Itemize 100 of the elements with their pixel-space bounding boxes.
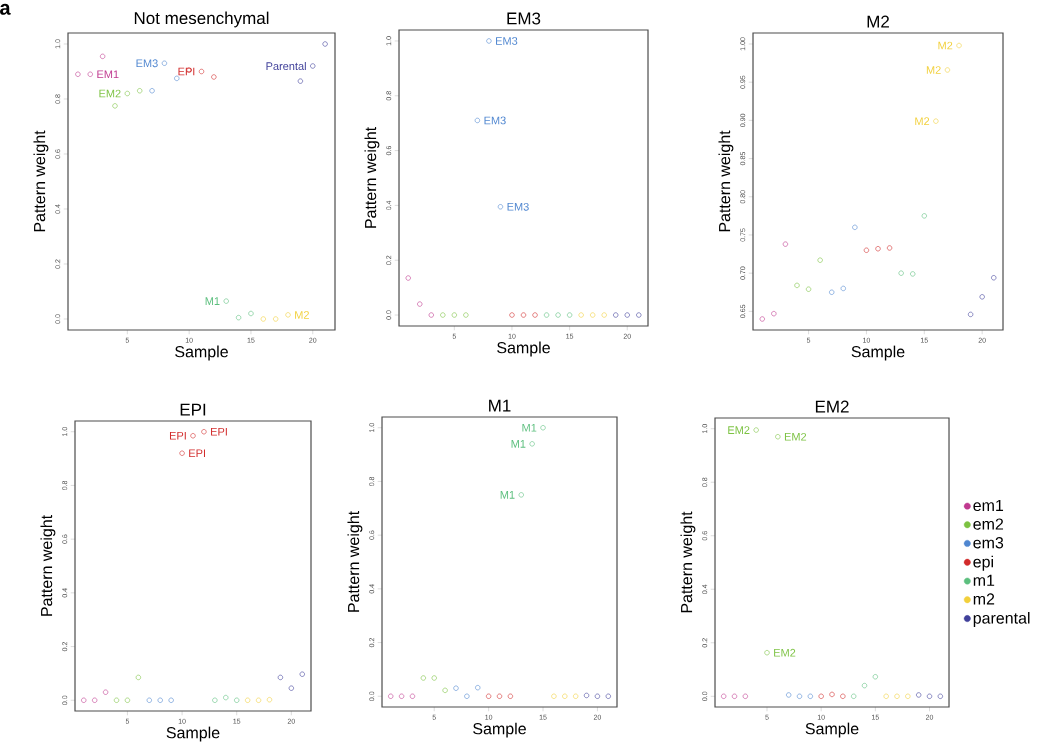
annotation: EPI [189, 449, 205, 457]
point [440, 312, 446, 318]
point [540, 425, 546, 431]
point [497, 204, 504, 210]
annotation: M2 [295, 311, 309, 319]
annotation: EM2 [728, 426, 750, 434]
point [520, 312, 527, 318]
point [288, 685, 294, 691]
point [235, 315, 242, 321]
point [124, 90, 130, 97]
annotation: Parental [266, 61, 306, 71]
point [926, 693, 933, 699]
annotation: EM3 [136, 59, 158, 68]
point [428, 312, 434, 318]
point [442, 687, 448, 693]
x-axis-title: Sample [805, 722, 859, 738]
point [297, 78, 303, 84]
point [92, 697, 98, 703]
point [594, 693, 601, 699]
annotation: EM3 [507, 202, 529, 211]
point [829, 691, 835, 698]
text: a [0, 3, 11, 15]
point [137, 88, 143, 94]
point [310, 63, 316, 69]
point [583, 692, 590, 699]
point [567, 312, 573, 318]
point [894, 693, 900, 699]
point [532, 312, 538, 318]
point [81, 697, 87, 703]
point [475, 685, 481, 691]
point [624, 312, 630, 318]
annotation: EM2 [784, 432, 807, 441]
point [840, 693, 846, 699]
point [464, 693, 470, 699]
point [198, 68, 205, 75]
point [573, 693, 579, 699]
point [157, 697, 163, 703]
point [518, 492, 524, 498]
point [474, 117, 480, 124]
legend-label: epi [973, 555, 993, 571]
legend-label: em2 [973, 518, 1004, 530]
point [944, 67, 951, 73]
point [273, 316, 279, 322]
point [851, 693, 857, 699]
point [409, 693, 416, 699]
annotation: M1 [205, 297, 220, 305]
point [179, 450, 185, 456]
y-axis-title: Pattern weight [680, 511, 696, 613]
point [636, 312, 642, 318]
chart-title: M1 [489, 399, 511, 412]
chart-title: Not mesenchymal [134, 11, 269, 28]
point [112, 103, 118, 109]
point [829, 289, 835, 295]
annotation: M2 [938, 41, 953, 50]
point [431, 675, 437, 681]
legend-label: em1 [973, 499, 1004, 512]
annotation: EM2 [774, 648, 796, 657]
point [124, 697, 131, 703]
x-axis-title: Sample [166, 726, 220, 742]
chart-title: EM3 [507, 12, 541, 25]
point [190, 433, 196, 439]
point [786, 692, 792, 698]
point [601, 312, 607, 318]
y-axis-title: Pattern weight [718, 130, 734, 232]
point [135, 674, 141, 681]
annotation: M2 [915, 117, 930, 125]
legend-label: em3 [973, 537, 1004, 549]
point [103, 689, 109, 695]
point [245, 697, 251, 703]
point [840, 285, 846, 292]
point [149, 88, 155, 94]
chart-title: M2 [867, 15, 889, 28]
point [968, 311, 974, 318]
point [898, 270, 904, 276]
point [405, 275, 411, 281]
x-axis-title: Sample [851, 345, 905, 361]
point [886, 245, 893, 251]
point [496, 693, 503, 699]
point [721, 693, 727, 699]
point [991, 275, 997, 281]
point [782, 241, 789, 247]
y-axis-title: Pattern weight [33, 130, 49, 232]
point [578, 312, 584, 318]
legend-label: parental [973, 612, 1030, 627]
chart-title: EM2 [815, 400, 849, 413]
x-axis-title: Sample [497, 341, 550, 357]
annotation: EPI [211, 427, 227, 436]
point [299, 671, 305, 677]
point [453, 685, 459, 691]
point [590, 312, 596, 318]
point [100, 53, 106, 59]
annotation: EM3 [496, 37, 518, 45]
point [605, 693, 611, 699]
point [113, 697, 120, 703]
point [509, 312, 515, 318]
point [937, 693, 943, 699]
point [211, 74, 217, 80]
point [807, 693, 813, 699]
annotation: EPI [178, 67, 195, 76]
point [322, 41, 328, 47]
